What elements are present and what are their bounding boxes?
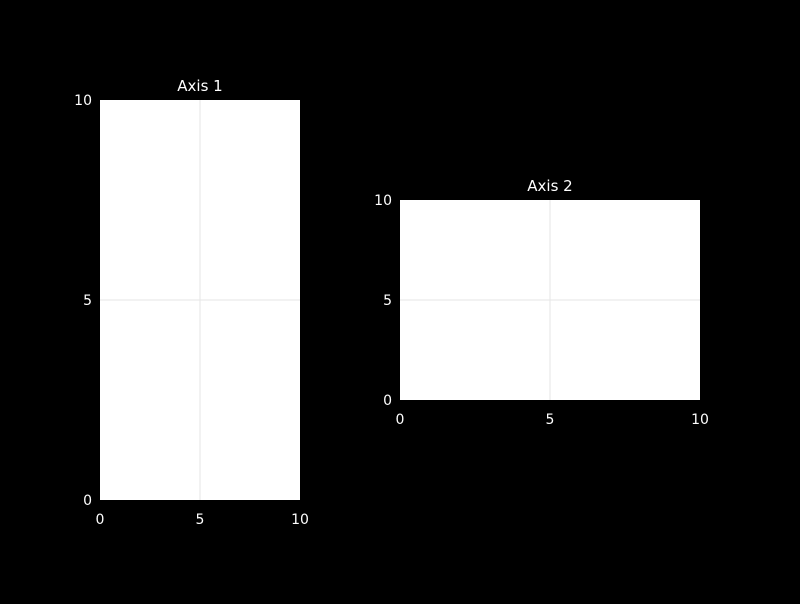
- axis-2-ytick-label: 5: [383, 293, 392, 309]
- axis-1-group: Axis 1 0 5 10 0 5 10: [74, 77, 309, 528]
- axis-1-ytick-label: 5: [83, 293, 92, 309]
- axis-1-xtick-label: 5: [196, 512, 205, 528]
- axis-2-xtick-label: 10: [691, 412, 709, 428]
- axis-2-xtick-label: 0: [396, 412, 405, 428]
- axis-2-ytick-label: 0: [383, 393, 392, 409]
- axis-1-xtick-label: 0: [96, 512, 105, 528]
- axis-1-title: Axis 1: [177, 77, 222, 95]
- axis-1-xtick-label: 10: [291, 512, 309, 528]
- axis-2-group: Axis 2 0 5 10 0 5 10: [374, 177, 709, 428]
- axis-2-xtick-label: 5: [546, 412, 555, 428]
- axis-2-ytick-label: 10: [374, 193, 392, 209]
- axis-1-ytick-label: 0: [83, 493, 92, 509]
- axis-1-ytick-label: 10: [74, 93, 92, 109]
- axis-2-title: Axis 2: [527, 177, 572, 195]
